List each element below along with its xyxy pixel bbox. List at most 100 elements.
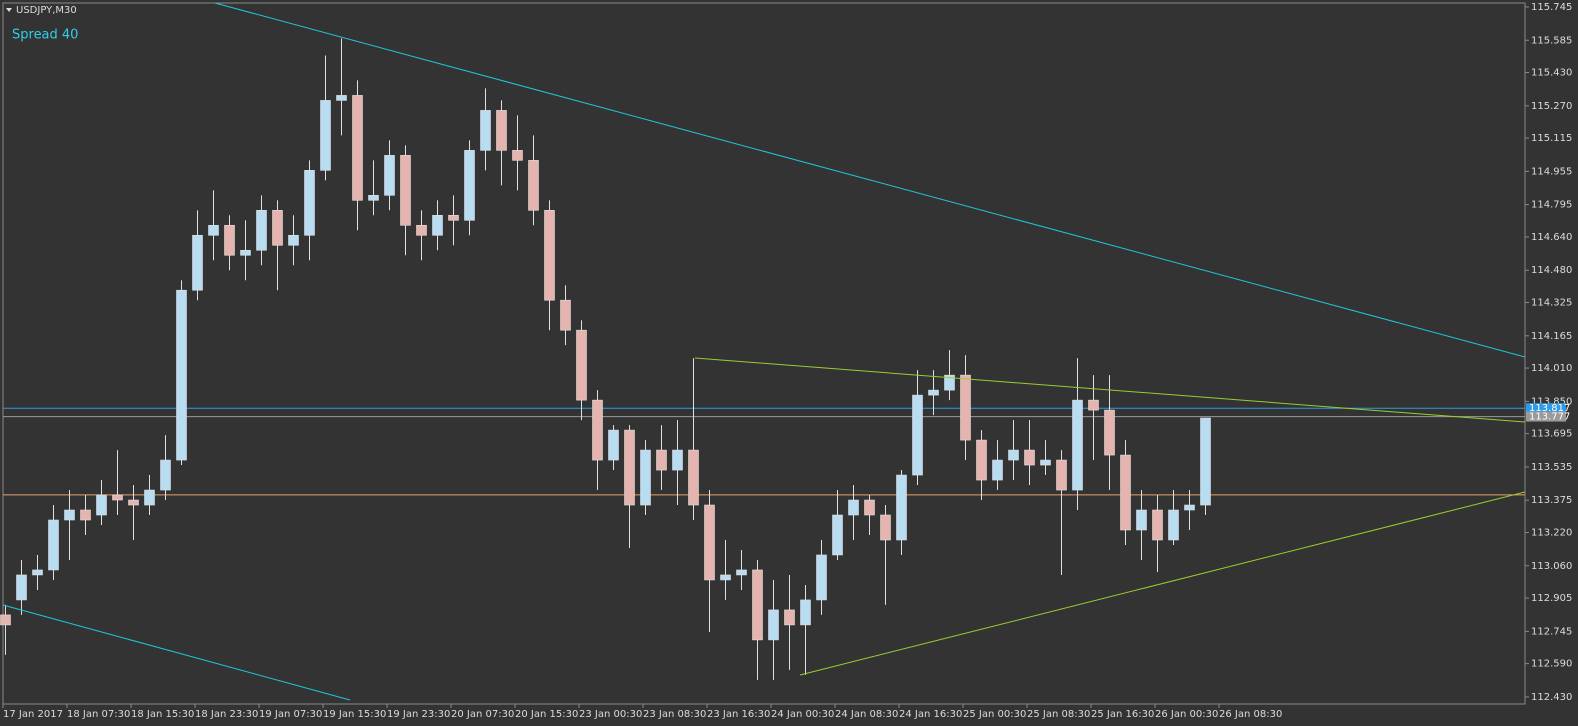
y-tick-label: 112.590 [1531, 659, 1572, 670]
candles [0, 38, 1211, 680]
candle-body [560, 299, 571, 331]
x-tick-label: 19 Jan 23:30 [387, 709, 450, 720]
candle-body [1152, 509, 1163, 541]
y-tick-label: 113.220 [1531, 527, 1572, 538]
x-tick-label: 26 Jan 00:30 [1155, 709, 1218, 720]
y-tick-label: 114.640 [1531, 232, 1572, 243]
level-tag [1526, 403, 1566, 414]
y-tick-label: 115.745 [1531, 2, 1572, 13]
plot-frame [2, 2, 1526, 705]
x-tick-label: 24 Jan 16:30 [899, 709, 962, 720]
candle-body [240, 249, 251, 256]
candle-body [16, 574, 27, 601]
x-tick-label: 20 Jan 15:30 [515, 709, 578, 720]
chart-title: USDJPY,M30 [16, 5, 77, 16]
candle-body [112, 494, 123, 501]
candle-body [192, 234, 203, 291]
level-label: 113.817 [1529, 403, 1570, 414]
x-tick-label: 25 Jan 16:30 [1091, 709, 1154, 720]
candle-body [608, 429, 619, 461]
candle-body [80, 509, 91, 521]
candle-body [704, 504, 715, 581]
candle-body [432, 214, 443, 236]
y-tick-label: 115.270 [1531, 101, 1572, 112]
y-tick-label: 113.375 [1531, 495, 1572, 506]
candle-body [1072, 399, 1083, 491]
y-tick-label: 112.905 [1531, 593, 1572, 604]
x-tick-label: 18 Jan 23:30 [195, 709, 258, 720]
trendlines [2, 2, 1526, 701]
candle-body [1200, 417, 1211, 506]
x-tick-label: 23 Jan 16:30 [707, 709, 770, 720]
candle-body [800, 599, 811, 626]
candle-body [0, 614, 11, 626]
y-tick-label: 114.955 [1531, 166, 1572, 177]
x-tick-label: 25 Jan 00:30 [963, 709, 1026, 720]
candle-body [1120, 454, 1131, 531]
y-tick-label: 114.795 [1531, 200, 1572, 211]
spread-label: Spread 40 [12, 28, 78, 43]
candle-body [480, 110, 491, 151]
y-tick-label: 115.115 [1531, 133, 1572, 144]
candle-body [304, 170, 315, 236]
candle-body [1168, 509, 1179, 541]
y-tick-label: 113.850 [1531, 396, 1572, 407]
candle-body [688, 449, 699, 506]
y-tick-label: 113.695 [1531, 429, 1572, 440]
candle-body [592, 399, 603, 461]
candle-body [368, 195, 379, 201]
menu-arrow[interactable] [6, 8, 12, 12]
candle-body [544, 210, 555, 301]
candle-body [736, 569, 747, 576]
y-tick-label: 115.585 [1531, 35, 1572, 46]
candle-body [960, 374, 971, 441]
candle-body [576, 329, 587, 401]
trendline [799, 491, 1526, 676]
candle-body [176, 289, 187, 461]
x-tick-label: 19 Jan 07:30 [259, 709, 322, 720]
trendline [214, 2, 1526, 358]
x-tick-label: 20 Jan 07:30 [451, 709, 514, 720]
candle-body [464, 150, 475, 221]
candle-body [944, 374, 955, 391]
candle-body [1104, 409, 1115, 456]
candle-body [1088, 399, 1099, 411]
candle-body [1008, 449, 1019, 461]
x-tick-label: 19 Jan 15:30 [323, 709, 386, 720]
candle-body [880, 514, 891, 541]
level-label: 113.777 [1529, 412, 1570, 423]
candle-body [1040, 459, 1051, 466]
candle-body [672, 449, 683, 471]
candle-body [352, 95, 363, 201]
x-tick-label: 23 Jan 00:30 [579, 709, 642, 720]
level-tag [1526, 411, 1566, 422]
candle-body [1136, 509, 1147, 531]
candle-body [160, 459, 171, 491]
candle-body [496, 110, 507, 151]
trendline [2, 604, 351, 701]
candle-body [656, 449, 667, 471]
candle-body [640, 449, 651, 506]
candle-body [272, 210, 283, 246]
candle-body [256, 210, 267, 251]
candle-body [128, 499, 139, 506]
candle-body [384, 155, 395, 196]
candle-body [768, 609, 779, 641]
candle-body [400, 155, 411, 226]
candle-body [752, 569, 763, 641]
candle-body [208, 224, 219, 236]
candle-body [784, 609, 795, 626]
y-tick-label: 114.480 [1531, 265, 1572, 276]
candle-body [832, 514, 843, 556]
x-tick-label: 25 Jan 08:30 [1027, 709, 1090, 720]
candle-body [896, 474, 907, 541]
y-tick-label: 112.745 [1531, 626, 1572, 637]
x-tick-label: 17 Jan 2017 [3, 709, 63, 720]
candle-body [1056, 459, 1067, 491]
candle-body [32, 569, 43, 576]
x-tick-label: 18 Jan 07:30 [67, 709, 130, 720]
candle-body [864, 499, 875, 516]
